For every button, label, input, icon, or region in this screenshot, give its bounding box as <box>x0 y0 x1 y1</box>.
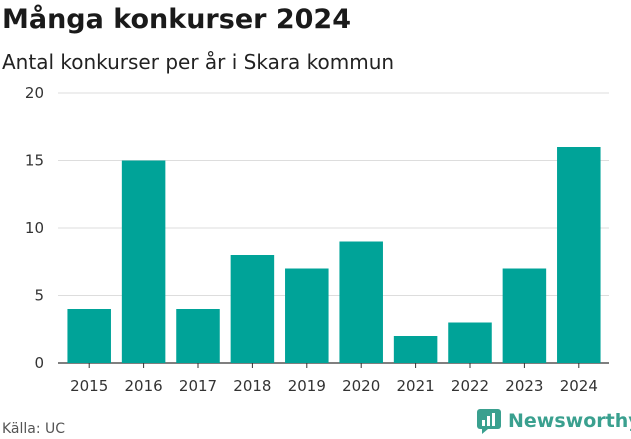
x-tick-label: 2022 <box>451 377 489 395</box>
y-tick-label: 10 <box>25 219 44 237</box>
x-tick-label: 2020 <box>342 377 380 395</box>
bar-chart: 0 5 10 15 20 2015 2016 2017 2018 2019 2020 2021 202… <box>25 84 609 395</box>
y-axis-ticks: 0 5 10 15 20 <box>25 84 44 372</box>
bar-2022 <box>448 322 492 363</box>
x-tick-label: 2024 <box>560 377 598 395</box>
chart-subtitle: Antal konkurser per år i Skara kommun <box>2 50 395 74</box>
y-tick-label: 5 <box>34 287 44 305</box>
y-tick-label: 15 <box>25 152 44 170</box>
newsworthy-chart-logo-icon <box>477 409 501 434</box>
bar-2018 <box>230 255 275 363</box>
bar-2024 <box>557 147 601 363</box>
bar-2017 <box>176 309 220 363</box>
x-tick-label: 2015 <box>70 377 108 395</box>
brand-logo: Newsworthy <box>476 408 631 434</box>
x-tick-label: 2016 <box>125 377 163 395</box>
source-note: Källa: UC <box>2 421 66 437</box>
x-axis-ticks: 2015 2016 2017 2018 2019 2020 2021 2022 2023 2024 <box>70 363 598 395</box>
bar-2020 <box>339 241 383 363</box>
bar-2023 <box>502 268 547 363</box>
bar-2019 <box>285 268 329 363</box>
y-tick-label: 20 <box>25 84 44 102</box>
brand-name: Newsworthy <box>508 410 631 432</box>
bar-2021 <box>393 336 438 363</box>
bar-2015 <box>67 309 111 363</box>
chart-title: Många konkurser 2024 <box>2 4 351 35</box>
x-tick-label: 2023 <box>505 377 543 395</box>
bar-2016 <box>121 160 166 363</box>
x-tick-label: 2021 <box>397 377 435 395</box>
x-tick-label: 2019 <box>288 377 326 395</box>
y-tick-label: 0 <box>34 354 44 372</box>
bars <box>67 147 601 363</box>
x-tick-label: 2018 <box>233 377 271 395</box>
x-tick-label: 2017 <box>179 377 217 395</box>
